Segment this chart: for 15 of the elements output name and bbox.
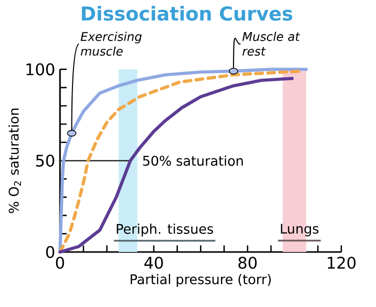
band-label: Periph. tissues (116, 224, 214, 237)
x-axis-title: Partial pressure (torr) (130, 274, 271, 288)
x-tick-label: 120 (328, 256, 356, 269)
annotation: Muscle at rest (242, 32, 300, 56)
x-tick-label: 40 (144, 256, 163, 269)
band-label: Lungs (280, 224, 318, 236)
ref-line-label: 50% saturation (143, 156, 243, 166)
y-tick-label: 0 (46, 246, 54, 258)
y-tick-label: 100 (26, 63, 54, 76)
annotation: Exercising muscle (80, 32, 142, 56)
chart-title: Dissociation Curves (82, 6, 292, 21)
y-tick-label: 50 (36, 154, 54, 167)
x-tick-label: 80 (238, 256, 257, 269)
y-axis-title: % O$_{2}$ saturation (8, 108, 21, 214)
x-tick-label: 0 (56, 256, 64, 269)
